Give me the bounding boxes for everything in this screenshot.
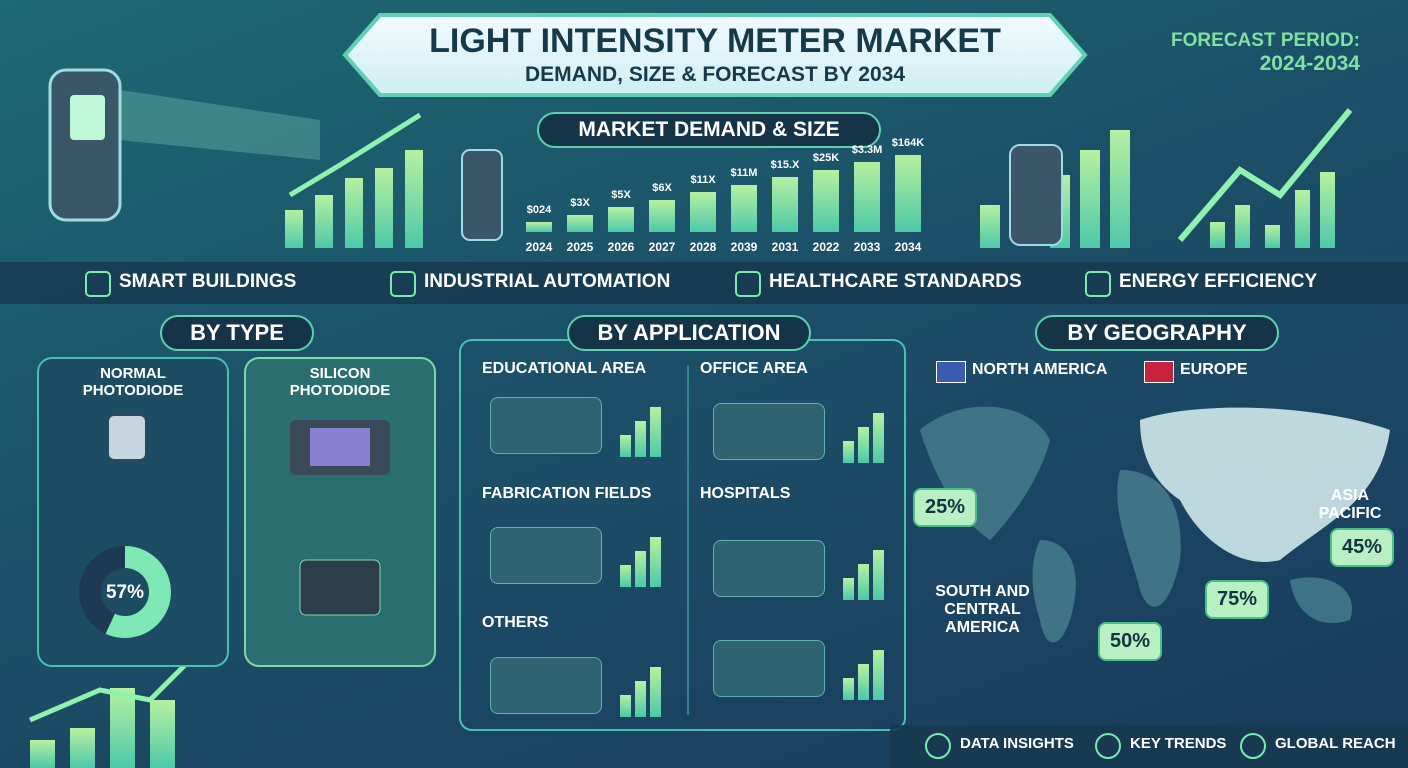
market-bar <box>567 214 593 232</box>
type-title: BY TYPE <box>160 315 314 351</box>
subtitle: DEMAND, SIZE & FORECAST BY 2034 <box>524 63 906 86</box>
application-bar <box>650 407 661 457</box>
other-share: 75% <box>1205 580 1270 619</box>
market-label: $3X <box>570 196 590 209</box>
footer-icon <box>1240 733 1266 759</box>
application-bar <box>620 695 631 717</box>
application-bar <box>873 413 884 463</box>
market-year: 2034 <box>894 240 922 254</box>
application-bar <box>650 537 661 587</box>
market-bar <box>649 199 675 232</box>
region-name: NORTH AMERICA <box>972 361 1108 378</box>
market-label: $024 <box>526 204 552 216</box>
type-label: SILICON PHOTODIODE <box>289 365 391 399</box>
application-label: HOSPITALS <box>700 485 791 502</box>
application-bar <box>635 421 646 457</box>
market-bar <box>854 162 880 232</box>
application-bar <box>635 551 646 587</box>
market-label: $6X <box>652 181 672 194</box>
application-bar <box>620 565 631 587</box>
sector-label: SMART BUILDINGS <box>119 271 297 292</box>
market-label: $5X <box>611 189 631 201</box>
application-bar <box>843 578 854 600</box>
application-bar <box>650 667 661 717</box>
market-bar <box>608 207 634 232</box>
application-bar <box>873 550 884 600</box>
application-label: EDUCATIONAL AREA <box>482 360 647 377</box>
sector-label: ENERGY EFFICIENCY <box>1119 271 1318 292</box>
sector-icon <box>85 271 111 297</box>
application-label: OFFICE AREA <box>700 360 808 377</box>
region-name: SOUTH AND CENTRAL AMERICA <box>935 583 1030 636</box>
market-label: $11X <box>690 174 716 186</box>
market-bar <box>813 169 839 232</box>
market-year: 2031 <box>771 240 799 254</box>
sector-label: INDUSTRIAL AUTOMATION <box>424 271 671 292</box>
application-label: FABRICATION FIELDS <box>482 485 652 502</box>
market-bar <box>772 177 798 232</box>
application-scene <box>713 403 825 460</box>
region-share: 50% <box>1098 622 1163 661</box>
footer-icon <box>1095 733 1121 759</box>
footer-label: KEY TRENDS <box>1130 735 1227 752</box>
application-label: OTHERS <box>482 614 549 631</box>
market-year: 2025 <box>566 240 594 254</box>
region-share: 45% <box>1330 528 1395 567</box>
application-bar <box>858 564 869 600</box>
flag <box>1144 361 1174 383</box>
type-label: NORMAL PHOTODIODE <box>82 365 184 399</box>
market-year: 2022 <box>812 240 840 254</box>
market-year: 2026 <box>607 240 635 254</box>
market-bar <box>731 184 757 232</box>
type-share: 57% <box>105 582 145 603</box>
application-bar <box>858 664 869 700</box>
application-bar <box>843 678 854 700</box>
market-year: 2028 <box>689 240 717 254</box>
forecast-label: FORECAST PERIOD: <box>1171 30 1360 51</box>
region-name: ASIA PACIFIC <box>1318 487 1382 522</box>
sector-icon <box>390 271 416 297</box>
market-year: 2033 <box>853 240 881 254</box>
market-year: 2027 <box>648 240 676 254</box>
application-scene <box>713 640 825 697</box>
market-label: $164K <box>891 136 925 149</box>
market-label: $15.X <box>770 159 800 171</box>
market-title: MARKET DEMAND & SIZE <box>537 112 881 148</box>
market-label: $11M <box>730 166 758 179</box>
application-bar <box>635 681 646 717</box>
application-scene <box>490 527 602 584</box>
application-bar <box>858 427 869 463</box>
application-scene <box>713 540 825 597</box>
market-bar <box>895 154 921 232</box>
sector-icon <box>1085 271 1111 297</box>
application-scene <box>490 397 602 454</box>
application-bar <box>873 650 884 700</box>
application-bar <box>843 441 854 463</box>
flag <box>936 361 966 383</box>
footer-label: DATA INSIGHTS <box>960 735 1074 752</box>
footer-label: GLOBAL REACH <box>1275 735 1396 752</box>
forecast-period: 2024-2034 <box>1259 52 1360 75</box>
application-scene <box>490 657 602 714</box>
region-name: EUROPE <box>1180 361 1248 378</box>
market-label: $3.3M <box>851 144 883 156</box>
market-year: 2024 <box>525 240 553 254</box>
market-label: $25K <box>812 151 840 164</box>
geography-title: BY GEOGRAPHY <box>1035 315 1279 351</box>
footer-icon <box>925 733 951 759</box>
region-share: 25% <box>913 488 978 527</box>
sector-icon <box>735 271 761 297</box>
title: LIGHT INTENSITY METER MARKET <box>429 22 1001 60</box>
sector-label: HEALTHCARE STANDARDS <box>769 271 1022 292</box>
application-bar <box>620 435 631 457</box>
application-title: BY APPLICATION <box>567 315 811 351</box>
market-bar <box>526 222 552 232</box>
market-year: 2039 <box>730 240 758 254</box>
market-bar <box>690 192 716 232</box>
